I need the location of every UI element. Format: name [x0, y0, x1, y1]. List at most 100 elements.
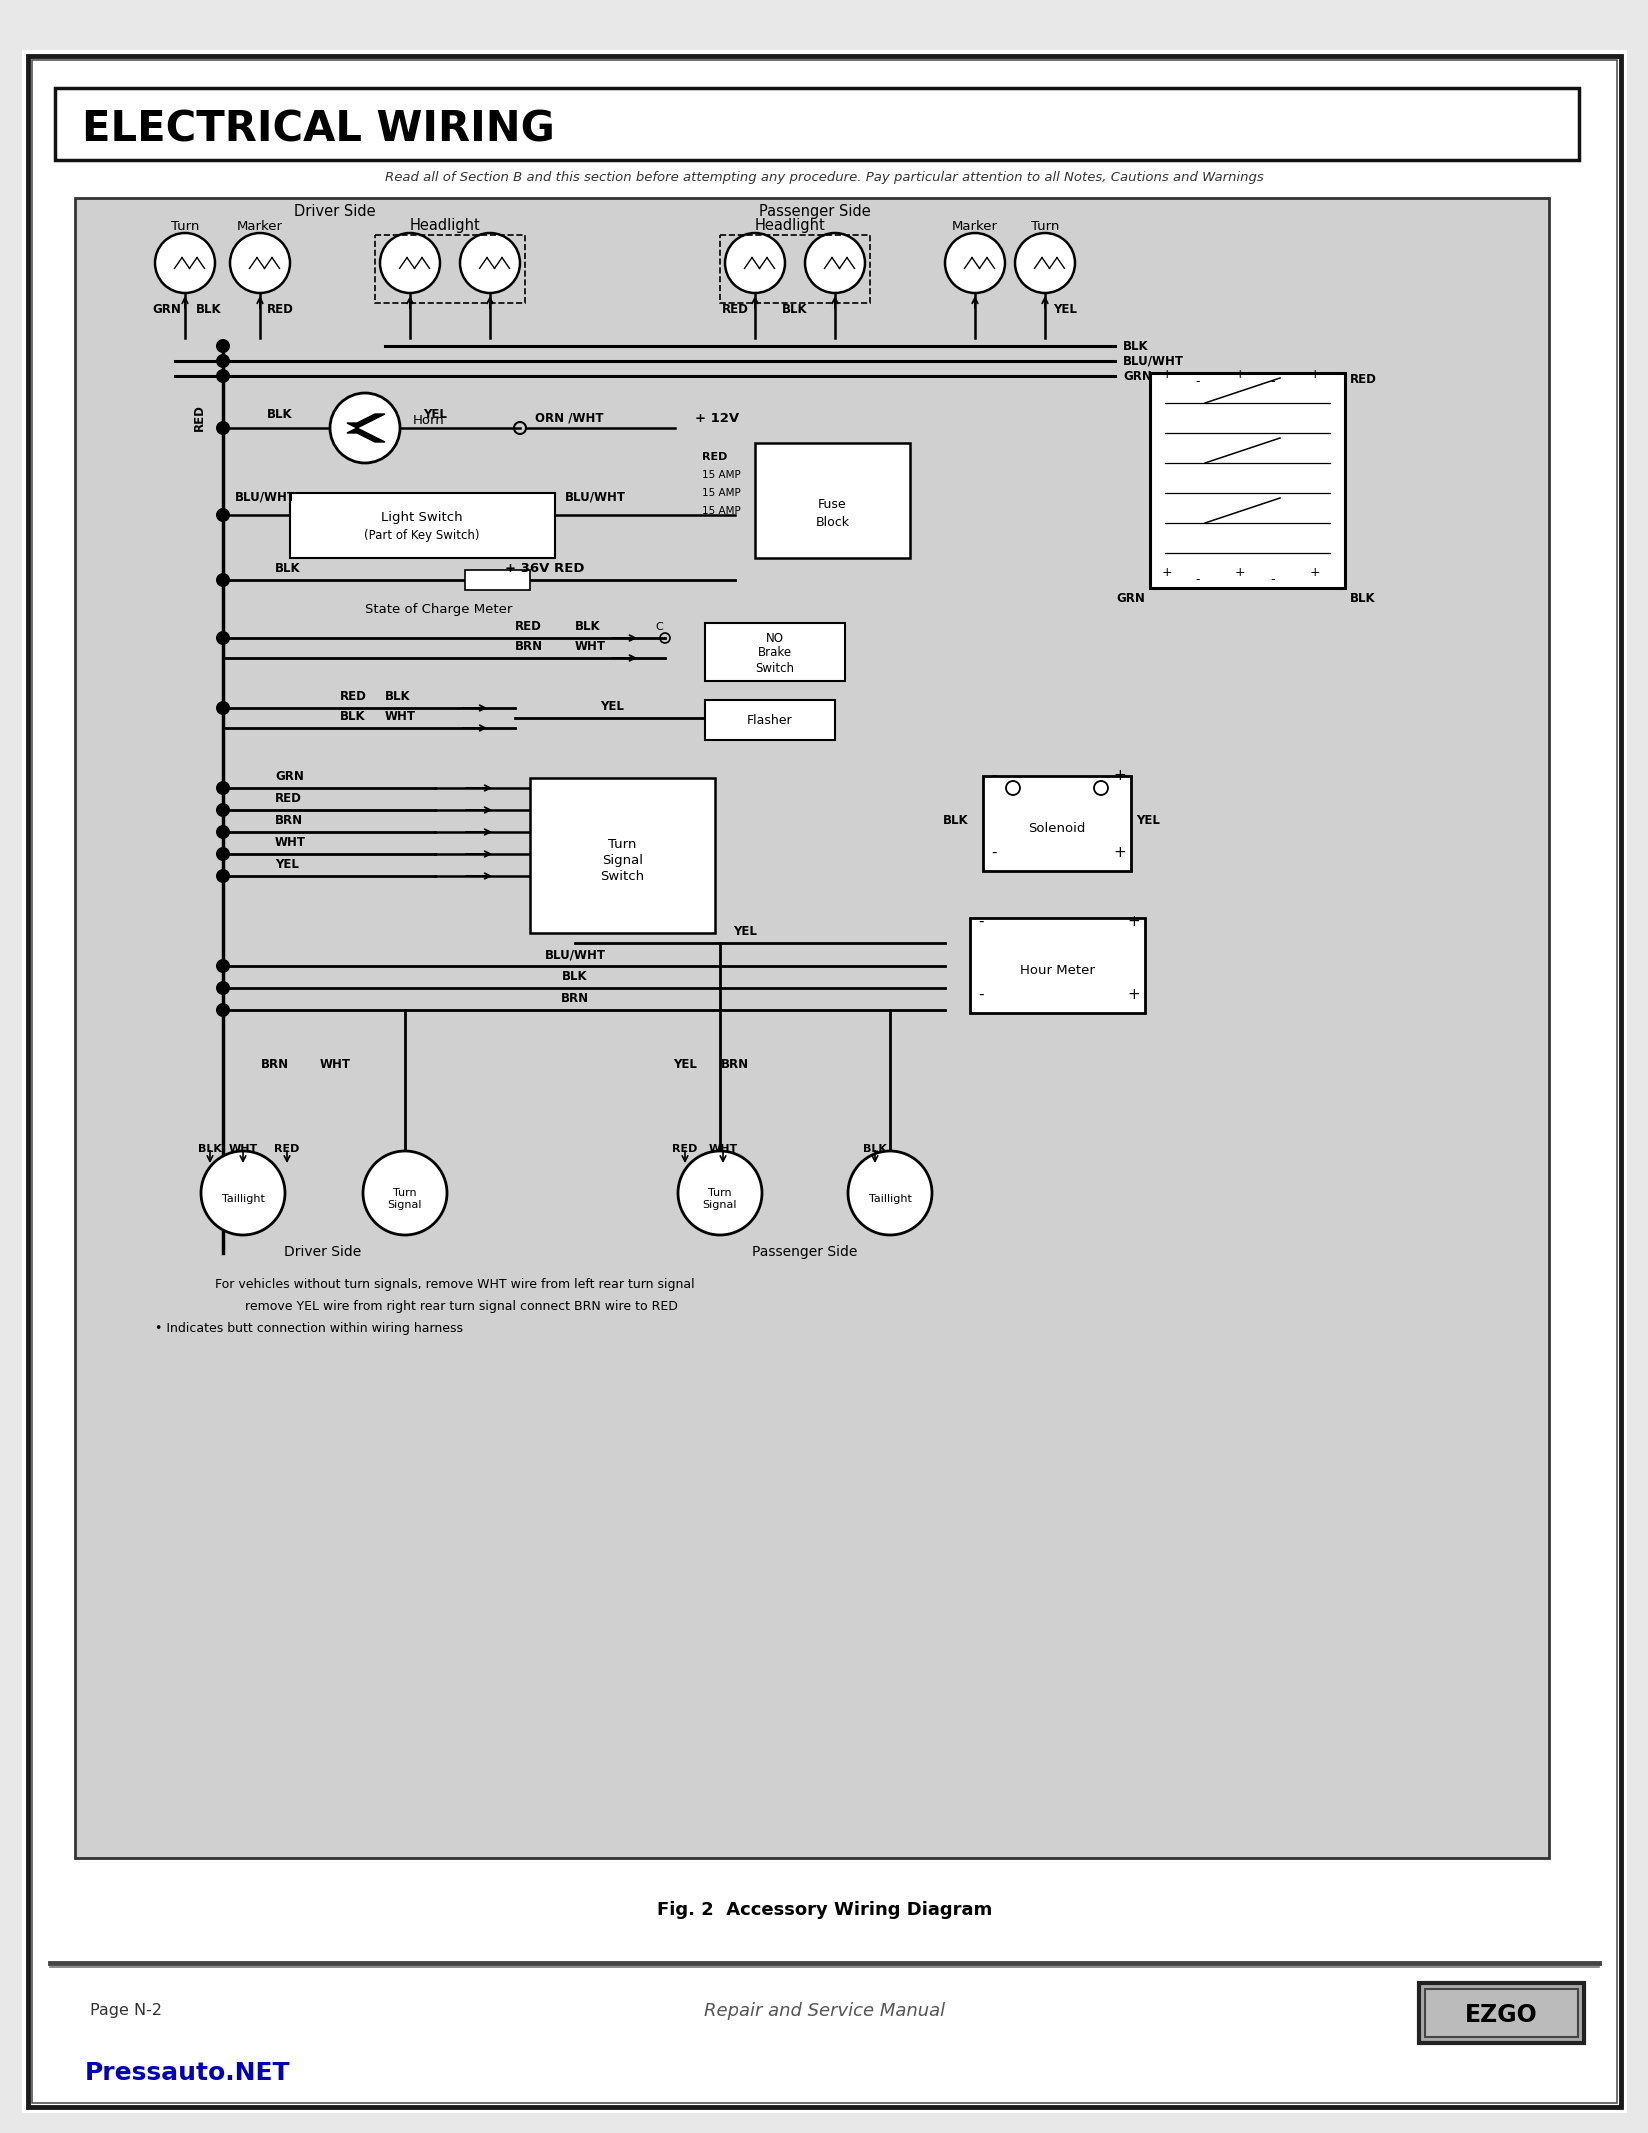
Circle shape	[201, 1152, 285, 1235]
Text: Turn
Signal
Switch: Turn Signal Switch	[600, 838, 644, 883]
Text: Fig. 2  Accessory Wiring Diagram: Fig. 2 Accessory Wiring Diagram	[656, 1901, 992, 1920]
Text: +: +	[1234, 369, 1244, 382]
Text: BLK: BLK	[1122, 339, 1149, 352]
Text: Turn: Turn	[171, 220, 199, 232]
Circle shape	[216, 847, 229, 862]
Text: Headlight: Headlight	[755, 218, 826, 232]
Text: 15 AMP: 15 AMP	[702, 506, 740, 516]
Text: EZGO: EZGO	[1463, 2003, 1536, 2026]
Text: GRN: GRN	[1122, 369, 1152, 382]
Text: RED: RED	[339, 689, 366, 704]
Bar	[74, 198, 1547, 1858]
Circle shape	[1015, 232, 1074, 292]
Text: ELECTRICAL WIRING: ELECTRICAL WIRING	[82, 109, 554, 151]
Text: Marker: Marker	[237, 220, 283, 232]
Text: -: -	[990, 768, 995, 783]
Bar	[54, 87, 1579, 160]
Text: BLK: BLK	[943, 813, 967, 825]
Text: BRN: BRN	[720, 1058, 748, 1071]
Circle shape	[216, 1003, 229, 1017]
Text: +: +	[1126, 988, 1139, 1003]
Text: -: -	[1269, 375, 1274, 388]
Text: BLK: BLK	[384, 689, 410, 704]
Text: Turn: Turn	[1030, 220, 1058, 232]
Text: WHT: WHT	[227, 1143, 257, 1154]
Circle shape	[804, 232, 865, 292]
Text: +: +	[1309, 369, 1320, 382]
Text: Horn: Horn	[412, 414, 445, 427]
Text: 15 AMP: 15 AMP	[702, 469, 740, 480]
Circle shape	[216, 420, 229, 435]
Text: +: +	[1234, 565, 1244, 578]
Text: -: -	[1269, 574, 1274, 587]
Text: Turn
Signal: Turn Signal	[387, 1188, 422, 1209]
Text: Marker: Marker	[951, 220, 997, 232]
Text: Pressauto.NET: Pressauto.NET	[86, 2060, 290, 2084]
Text: YEL: YEL	[733, 926, 756, 939]
Text: BRN: BRN	[275, 815, 303, 828]
Text: BRN: BRN	[560, 992, 588, 1005]
Text: -: -	[977, 915, 982, 930]
Text: RED: RED	[274, 1143, 300, 1154]
Bar	[374, 235, 524, 303]
Text: RED: RED	[193, 403, 206, 431]
Text: ORN /WHT: ORN /WHT	[534, 412, 603, 424]
Text: Driver Side: Driver Side	[283, 1246, 361, 1258]
Text: BLU/WHT: BLU/WHT	[1122, 354, 1183, 367]
Text: Flasher: Flasher	[747, 715, 793, 727]
Circle shape	[460, 232, 519, 292]
Text: Solenoid: Solenoid	[1028, 821, 1084, 834]
Text: Passenger Side: Passenger Side	[758, 205, 870, 220]
Text: Page N-2: Page N-2	[91, 2003, 162, 2018]
Text: WHT: WHT	[575, 640, 605, 653]
Circle shape	[216, 369, 229, 384]
Text: Taillight: Taillight	[868, 1194, 911, 1203]
Text: -: -	[1195, 375, 1198, 388]
Circle shape	[216, 702, 229, 715]
Text: BLU/WHT: BLU/WHT	[236, 491, 297, 503]
Circle shape	[216, 825, 229, 838]
Bar	[1424, 1988, 1577, 2037]
Circle shape	[379, 232, 440, 292]
Bar	[969, 917, 1144, 1013]
Text: RED: RED	[275, 791, 302, 804]
Text: RED: RED	[672, 1143, 697, 1154]
Text: -: -	[977, 988, 982, 1003]
Text: BLK: BLK	[339, 710, 366, 723]
Bar	[982, 776, 1131, 870]
Text: +: +	[1112, 768, 1126, 783]
Bar	[529, 779, 715, 932]
Bar	[290, 493, 555, 559]
Text: 15 AMP: 15 AMP	[702, 488, 740, 497]
Circle shape	[944, 232, 1004, 292]
Circle shape	[216, 574, 229, 587]
Circle shape	[216, 631, 229, 644]
Text: +: +	[1309, 565, 1320, 578]
Text: YEL: YEL	[424, 407, 447, 420]
Text: NO
Brake
Switch: NO Brake Switch	[755, 631, 794, 674]
Circle shape	[847, 1152, 931, 1235]
Text: • Indicates butt connection within wiring harness: • Indicates butt connection within wirin…	[155, 1322, 463, 1335]
Circle shape	[330, 392, 400, 463]
Circle shape	[216, 981, 229, 994]
Text: WHT: WHT	[709, 1143, 737, 1154]
Text: BLK: BLK	[562, 971, 587, 983]
Text: +: +	[1162, 565, 1172, 578]
Circle shape	[216, 960, 229, 973]
Text: RED: RED	[1350, 373, 1376, 386]
Text: C: C	[654, 623, 662, 631]
Circle shape	[216, 354, 229, 369]
Text: +: +	[1162, 369, 1172, 382]
Circle shape	[216, 339, 229, 352]
Text: YEL: YEL	[275, 857, 298, 870]
Text: Passenger Side: Passenger Side	[751, 1246, 857, 1258]
Text: BLU/WHT: BLU/WHT	[565, 491, 626, 503]
Text: BLK: BLK	[1350, 593, 1374, 606]
Bar	[705, 700, 834, 740]
Circle shape	[155, 232, 214, 292]
Bar	[465, 570, 529, 591]
Text: Block: Block	[816, 516, 849, 529]
Bar	[1149, 373, 1345, 589]
Text: -: -	[990, 845, 995, 860]
Text: BLK: BLK	[862, 1143, 887, 1154]
